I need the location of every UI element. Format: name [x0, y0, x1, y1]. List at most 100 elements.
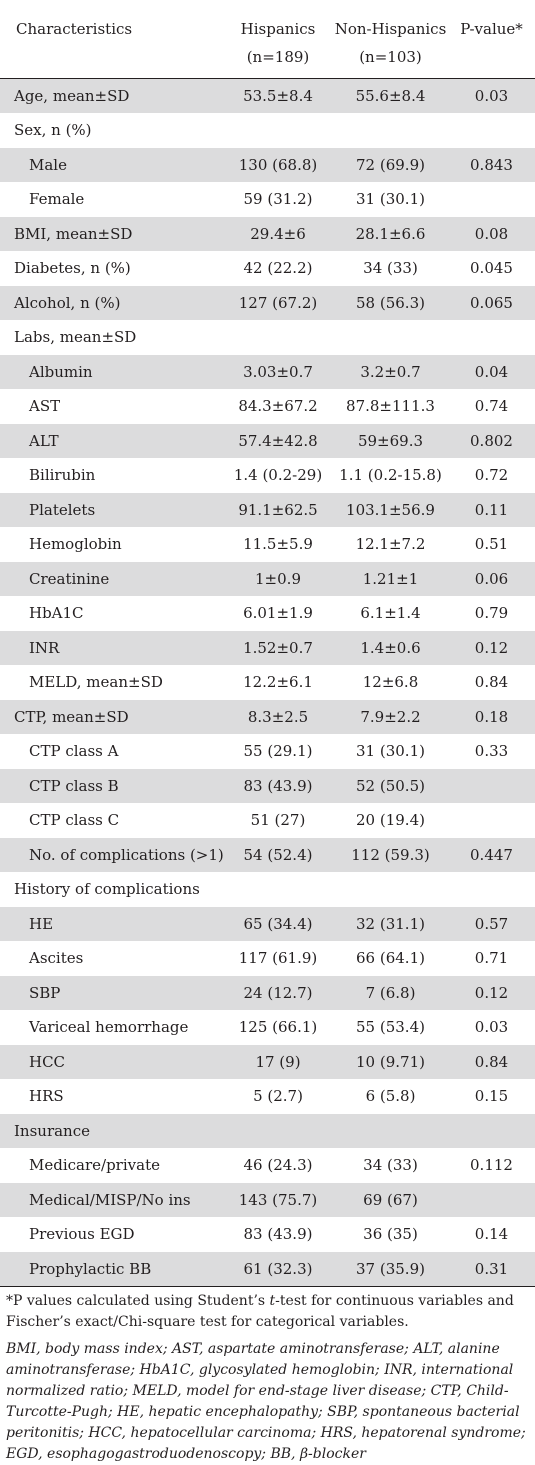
hispanics-cell: 61 (32.3) — [243, 1259, 313, 1278]
p-value-cell — [448, 1183, 535, 1218]
p-value-cell: 0.06 — [474, 569, 509, 588]
non-hispanics-cell: 34 (33) — [363, 259, 418, 278]
non-hispanics-cell: 66 (64.1) — [356, 949, 425, 968]
p-value-cell: 0.065 — [470, 293, 513, 312]
hispanics-cell: 83 (43.9) — [243, 776, 313, 795]
p-value-cell — [448, 113, 535, 148]
p-value-cell: 0.447 — [470, 845, 513, 864]
table-row: Diabetes, n (%) 42 (22.2) 34 (33) 0.045 — [0, 251, 535, 286]
row-label: Medicare/private — [29, 1156, 160, 1175]
non-hispanics-cell: 36 (35) — [363, 1225, 418, 1244]
row-label: Sex, n (%) — [14, 121, 92, 140]
row-label: Prophylactic BB — [29, 1259, 152, 1278]
non-hispanics-cell: 12±6.8 — [362, 673, 419, 692]
table-row: Hemoglobin 11.5±5.9 12.1±7.2 0.51 — [0, 527, 535, 562]
hispanics-cell: 1±0.9 — [255, 569, 301, 588]
non-hispanics-cell: 1.21±1 — [362, 569, 419, 588]
hispanics-cell — [223, 113, 333, 148]
hispanics-cell: 59 (31.2) — [243, 190, 313, 209]
table-header: Characteristics Hispanics (n=189) Non-His… — [0, 0, 535, 79]
hispanics-cell: 57.4±42.8 — [238, 431, 318, 450]
p-value-cell: 0.79 — [474, 604, 509, 623]
non-hispanics-cell: 7.9±2.2 — [360, 707, 421, 726]
hispanics-cell: 117 (61.9) — [238, 949, 318, 968]
hispanics-cell — [223, 1114, 333, 1149]
p-value-cell: 0.57 — [474, 914, 509, 933]
hispanics-cell: 55 (29.1) — [243, 742, 313, 761]
table-row: CTP, mean±SD 8.3±2.5 7.9±2.2 0.18 — [0, 699, 535, 734]
table-row: Variceal hemorrhage 125 (66.1) 55 (53.4) 0.… — [0, 1010, 535, 1045]
non-hispanics-cell: 6 (5.8) — [365, 1087, 416, 1106]
non-hispanics-cell: 12.1±7.2 — [355, 535, 426, 554]
non-hispanics-cell: 72 (69.9) — [356, 155, 425, 174]
row-label: CTP class A — [29, 742, 119, 761]
table-row: HRS 5 (2.7) 6 (5.8) 0.15 — [0, 1079, 535, 1114]
row-label: AST — [29, 397, 61, 416]
p-value-cell: 0.74 — [474, 397, 509, 416]
row-label: HCC — [29, 1052, 66, 1071]
non-hispanics-cell: 34 (33) — [363, 1156, 418, 1175]
row-label: Alcohol, n (%) — [14, 293, 121, 312]
table-row: Female 59 (31.2) 31 (30.1) — [0, 182, 535, 217]
p-value-cell: 0.84 — [474, 673, 509, 692]
non-hispanics-cell: 3.2±0.7 — [360, 362, 421, 381]
table-row: No. of complications (>1) 54 (52.4) 112 (5… — [0, 837, 535, 872]
p-value-cell — [448, 769, 535, 804]
hispanics-cell: 83 (43.9) — [243, 1225, 313, 1244]
table-row: AST 84.3±67.2 87.8±111.3 0.74 — [0, 389, 535, 424]
non-hispanics-cell: 59±69.3 — [357, 431, 424, 450]
non-hispanics-cell: 1.4±0.6 — [360, 638, 421, 657]
row-label: Female — [29, 190, 85, 209]
row-label: Age, mean±SD — [14, 86, 130, 105]
table-row: Previous EGD 83 (43.9) 36 (35) 0.14 — [0, 1217, 535, 1252]
row-label: Medical/MISP/No ins — [29, 1190, 191, 1209]
p-value-cell: 0.03 — [474, 86, 509, 105]
p-value-cell: 0.84 — [474, 1052, 509, 1071]
table-row: CTP class C 51 (27) 20 (19.4) — [0, 803, 535, 838]
table-row: CTP class A 55 (29.1) 31 (30.1) 0.33 — [0, 734, 535, 769]
hispanics-cell: 127 (67.2) — [238, 293, 318, 312]
header-p-value: P-value* — [460, 20, 523, 38]
table-row: INR 1.52±0.7 1.4±0.6 0.12 — [0, 630, 535, 665]
header-non-hispanics: Non-Hispanics (n=103) — [334, 20, 447, 66]
row-label: INR — [29, 638, 60, 657]
row-label: Hemoglobin — [29, 535, 122, 554]
non-hispanics-cell: 31 (30.1) — [356, 742, 425, 761]
hispanics-cell: 6.01±1.9 — [243, 604, 313, 623]
p-value-cell — [448, 872, 535, 907]
hispanics-cell: 5 (2.7) — [253, 1087, 303, 1106]
hispanics-cell — [223, 872, 333, 907]
table-row: CTP class B 83 (43.9) 52 (50.5) — [0, 768, 535, 804]
non-hispanics-cell: 87.8±111.3 — [346, 397, 435, 416]
table-row: Insurance — [0, 1113, 535, 1149]
hispanics-cell: 143 (75.7) — [238, 1190, 318, 1209]
row-label: Albumin — [29, 362, 93, 381]
table-row: Sex, n (%) — [0, 113, 535, 148]
non-hispanics-cell: 103.1±56.9 — [346, 500, 435, 519]
row-label: MELD, mean±SD — [29, 673, 163, 692]
table-row: HE 65 (34.4) 32 (31.1) 0.57 — [0, 906, 535, 941]
row-label: BMI, mean±SD — [14, 224, 133, 243]
row-label: CTP class C — [29, 811, 120, 830]
p-value-cell: 0.14 — [474, 1225, 509, 1244]
hispanics-cell: 51 (27) — [250, 811, 306, 830]
p-value-cell: 0.12 — [474, 638, 509, 657]
p-value-cell: 0.802 — [470, 431, 513, 450]
row-label: Ascites — [29, 949, 84, 968]
hispanics-cell: 54 (52.4) — [243, 845, 313, 864]
p-value-cell: 0.08 — [474, 224, 509, 243]
row-label: HE — [29, 914, 54, 933]
hispanics-cell: 84.3±67.2 — [238, 397, 318, 416]
non-hispanics-cell: 6.1±1.4 — [360, 604, 421, 623]
hispanics-cell: 125 (66.1) — [238, 1018, 318, 1037]
row-label: No. of complications (>1) — [29, 845, 224, 864]
row-label: HbA1C — [29, 604, 84, 623]
p-value-cell: 0.18 — [474, 707, 509, 726]
p-value-cell — [448, 182, 535, 217]
non-hispanics-cell: 28.1±6.6 — [355, 224, 426, 243]
non-hispanics-cell: 69 (67) — [363, 1190, 418, 1209]
table-row: Ascites 117 (61.9) 66 (64.1) 0.71 — [0, 941, 535, 976]
row-label: Creatinine — [29, 569, 110, 588]
p-value-cell: 0.71 — [474, 949, 509, 968]
hispanics-cell: 29.4±6 — [250, 224, 306, 243]
